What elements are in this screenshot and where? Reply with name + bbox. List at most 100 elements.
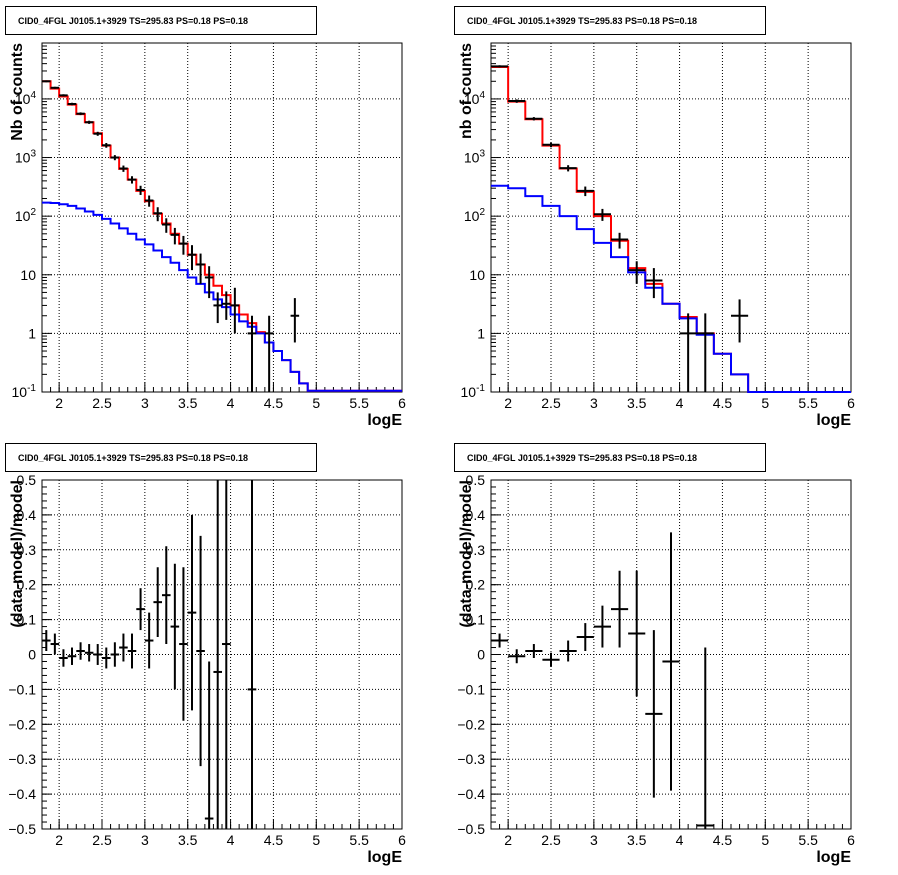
x-tick-label: 4.5: [713, 395, 733, 411]
y-tick-label: −0.3: [8, 751, 36, 767]
y-tick-label: 103: [464, 149, 486, 166]
x-axis-label: logE: [816, 412, 851, 429]
chart-title: CID0_4FGL J0105.1+3929 TS=295.83 PS=0.18…: [5, 6, 317, 35]
y-tick-label: 104: [15, 90, 37, 107]
x-tick-label: 5.5: [349, 832, 369, 848]
data-point: [162, 218, 171, 233]
data-point: [525, 644, 543, 658]
data-point: [102, 647, 111, 669]
data-point: [127, 633, 137, 669]
x-tick-label: 4: [676, 832, 684, 848]
data-point: [731, 299, 749, 343]
data-point: [542, 142, 560, 148]
x-axis-label: logE: [816, 849, 851, 866]
data-point: [525, 117, 543, 121]
x-tick-label: 2.5: [92, 832, 112, 848]
x-tick-label: 5: [312, 395, 320, 411]
x-tick-label: 4: [227, 395, 235, 411]
data-point: [162, 546, 171, 645]
data-point: [42, 630, 51, 652]
y-tick-label: −0.4: [457, 786, 485, 802]
y-tick-label: −0.1: [8, 681, 36, 697]
x-tick-label: 3: [590, 832, 598, 848]
data-point: [611, 570, 629, 648]
y-tick-label: 0.4: [466, 507, 486, 523]
x-tick-label: 3: [590, 395, 598, 411]
data-point: [696, 647, 714, 829]
series-line: [491, 66, 851, 393]
y-tick-label: 0: [28, 647, 36, 663]
data-point: [76, 642, 85, 660]
x-tick-label: 6: [847, 832, 855, 848]
axes: 2 2.5 3 3.5 4 4.5 5 5.5 6 10-1 1 10 102 103 104 logE nb …: [458, 42, 855, 429]
series-line: [42, 80, 402, 392]
data-point: [67, 647, 77, 665]
grid-lines: [491, 43, 852, 393]
x-tick-label: 6: [398, 395, 406, 411]
x-tick-label: 2.5: [541, 395, 561, 411]
y-tick-label: 10-1: [461, 383, 486, 400]
data-point: [491, 633, 509, 648]
data-point: [84, 120, 94, 124]
data-point: [127, 176, 137, 184]
x-tick-label: 3.5: [178, 395, 198, 411]
y-tick-label: 0.3: [17, 542, 37, 558]
data-point: [196, 535, 205, 767]
data-layer: [491, 65, 851, 393]
x-tick-label: 4.5: [264, 395, 284, 411]
data-point: [59, 94, 68, 97]
x-tick-label: 6: [847, 395, 855, 411]
y-axis-label: (data-model)/model: [9, 480, 26, 628]
data-point: [611, 232, 629, 249]
x-tick-label: 5: [312, 832, 320, 848]
data-point: [110, 642, 120, 667]
x-tick-label: 3.5: [627, 832, 647, 848]
chart-title: CID0_4FGL J0105.1+3929 TS=295.83 PS=0.18…: [454, 6, 766, 35]
data-points: [42, 80, 300, 392]
data-point: [170, 227, 180, 245]
y-tick-label: 0.1: [466, 612, 486, 628]
data-point: [264, 315, 274, 392]
data-point: [576, 623, 594, 652]
data-point: [67, 102, 77, 106]
data-point: [645, 630, 663, 798]
y-tick-label: 1: [477, 325, 485, 341]
data-point: [508, 99, 526, 103]
plot-frame: [490, 42, 852, 393]
data-point: [559, 640, 577, 662]
x-tick-label: 3.5: [178, 832, 198, 848]
x-tick-label: 4: [676, 395, 684, 411]
data-point: [230, 287, 240, 334]
y-tick-label: 10: [469, 267, 485, 283]
data-layer: [42, 80, 402, 392]
y-tick-label: 10: [20, 267, 36, 283]
x-tick-label: 5: [761, 395, 769, 411]
x-tick-label: 2: [504, 832, 512, 848]
x-tick-label: 3: [141, 395, 149, 411]
data-points: [491, 532, 714, 829]
plot-frame: [490, 479, 852, 830]
data-point: [559, 165, 577, 172]
chart-top-right-svg: 2 2.5 3 3.5 4 4.5 5 5.5 6 10-1 1 10 102 103 104 logE nb …: [458, 42, 855, 429]
data-point: [102, 143, 111, 148]
data-point: [679, 313, 697, 392]
axes: 2 2.5 3 3.5 4 4.5 5 5.5 6 −0.5 −0.4 −0.3 −0.2 −0.1 0 0.…: [457, 472, 855, 866]
y-tick-label: 0.2: [466, 577, 486, 593]
x-tick-label: 5.5: [798, 832, 818, 848]
chart-panel-bottom-right: 2 2.5 3 3.5 4 4.5 5 5.5 6 −0.5 −0.4 −0.3 −0.2 −0.1 0 0.…: [449, 437, 898, 875]
y-axis-label: nb of counts: [458, 43, 475, 139]
x-tick-label: 2.5: [92, 395, 112, 411]
data-point: [213, 480, 222, 829]
x-tick-label: 4.5: [264, 832, 284, 848]
data-point: [153, 207, 162, 222]
data-point: [110, 155, 120, 161]
y-tick-label: −0.3: [457, 751, 485, 767]
y-tick-label: −0.5: [457, 821, 485, 837]
chart-bottom-left-svg: 2 2.5 3 3.5 4 4.5 5 5.5 6 −0.5 −0.4 −0.3 −0.2 −0.1 0 0.…: [8, 472, 406, 866]
data-point: [59, 649, 68, 667]
x-axis-label: logE: [367, 849, 402, 866]
data-point: [170, 563, 180, 690]
y-tick-label: 0.5: [466, 472, 486, 488]
x-tick-label: 2: [55, 832, 63, 848]
data-point: [187, 245, 197, 271]
